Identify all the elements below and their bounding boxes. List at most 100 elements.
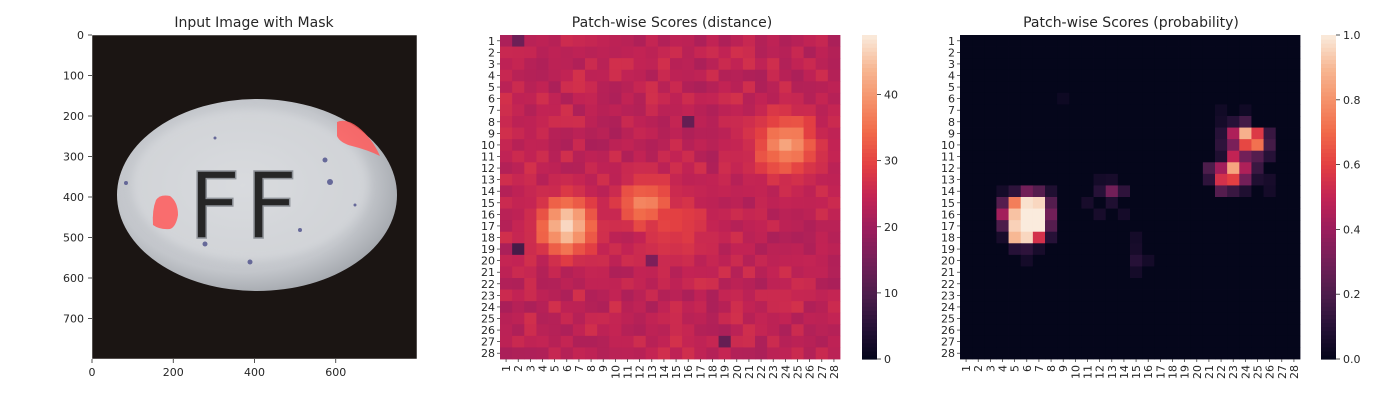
heatmap-cell xyxy=(1081,301,1094,314)
y-tick-label: 200 xyxy=(63,110,84,123)
colorbar-segment xyxy=(1321,233,1336,239)
heatmap-cell xyxy=(972,139,985,152)
heatmap-cell xyxy=(1130,301,1143,314)
heatmap-cell xyxy=(536,162,549,175)
heatmap-cell xyxy=(1057,58,1070,71)
heatmap-cell xyxy=(960,266,973,279)
colorbar-segment xyxy=(1321,160,1336,166)
x-tick-label: 200 xyxy=(163,366,184,379)
heatmap-cell xyxy=(755,243,768,256)
colorbar-segment xyxy=(1321,180,1336,186)
heatmap-cell xyxy=(572,127,586,140)
heatmap-cell xyxy=(1215,104,1228,117)
heatmap-cell xyxy=(645,301,659,314)
heatmap-cell xyxy=(512,289,525,302)
heatmap-cell xyxy=(597,254,610,267)
heatmap-cell xyxy=(1008,335,1022,348)
heatmap-cell xyxy=(657,116,671,128)
heatmap-cell xyxy=(500,139,513,152)
heatmap-cell xyxy=(694,208,707,221)
heatmap-cell xyxy=(597,116,610,128)
heatmap-cell xyxy=(791,92,804,105)
heatmap-cell xyxy=(536,116,549,128)
heatmap-cell xyxy=(1069,127,1082,140)
heatmap-cell xyxy=(1227,220,1240,233)
heatmap-cell xyxy=(1202,69,1216,82)
heatmap-cell xyxy=(827,81,841,94)
heatmap-cell xyxy=(718,301,732,314)
y-tick-label: 3 xyxy=(488,58,495,71)
heatmap-cell xyxy=(1045,243,1058,256)
heatmap-cell xyxy=(1190,254,1204,267)
heatmap-cell xyxy=(1202,335,1216,348)
heatmap-cell xyxy=(682,243,695,256)
heatmap-cell xyxy=(1215,301,1228,314)
heatmap-cell xyxy=(1190,127,1204,140)
heatmap-cell xyxy=(827,335,841,348)
heatmap-cell xyxy=(960,139,973,152)
heatmap-cell xyxy=(1190,81,1204,94)
colorbar-segment xyxy=(1321,350,1336,356)
heatmap-cell xyxy=(1154,278,1167,290)
heatmap-cell xyxy=(1081,104,1094,117)
heatmap-cell xyxy=(1178,139,1192,152)
heatmap-cell xyxy=(1020,324,1034,337)
heatmap-cell xyxy=(536,312,549,325)
heatmap-cell xyxy=(682,208,695,221)
heatmap-cell xyxy=(1166,197,1179,209)
colorbar-tick-label: 30 xyxy=(884,155,898,168)
heatmap-cell xyxy=(1239,81,1252,94)
heatmap-cell xyxy=(996,173,1009,186)
x-tick-label: 15 xyxy=(1130,365,1143,379)
y-tick-label: 21 xyxy=(481,266,495,279)
x-tick-label: 16 xyxy=(1142,365,1155,379)
heatmap-cell xyxy=(1166,58,1179,71)
heatmap-cell xyxy=(645,289,659,302)
y-tick-label: 10 xyxy=(481,139,495,152)
heatmap-cell xyxy=(718,324,732,337)
heatmap-cell xyxy=(1020,231,1034,244)
heatmap-cell xyxy=(803,69,817,82)
colorbar-segment xyxy=(862,55,877,60)
x-tick-label: 20 xyxy=(731,365,744,379)
heatmap-cell xyxy=(742,347,756,360)
heatmap-cell xyxy=(742,150,756,163)
heatmap-cell xyxy=(1166,185,1179,198)
heatmap-cell xyxy=(996,35,1009,47)
heatmap-cell xyxy=(670,278,683,290)
heatmap-cell xyxy=(1045,254,1058,267)
colorbar-segment xyxy=(1321,71,1336,77)
heatmap-cell xyxy=(1045,347,1058,360)
heatmap-cell xyxy=(1263,197,1277,209)
heatmap-cell xyxy=(500,69,513,82)
heatmap-cell xyxy=(1008,301,1022,314)
heatmap-cell xyxy=(585,92,598,105)
x-tick-label: 3 xyxy=(984,365,997,372)
colorbar-segment xyxy=(862,136,877,141)
colorbar-segment xyxy=(1321,342,1336,348)
colorbar-segment xyxy=(1321,273,1336,279)
heatmap-cell xyxy=(1202,92,1216,105)
heatmap-cell xyxy=(779,289,792,302)
colorbar-tick-label: 40 xyxy=(884,89,898,102)
heatmap-cell xyxy=(560,335,574,348)
heatmap-cell xyxy=(1287,46,1301,59)
colorbar-segment xyxy=(1321,237,1336,243)
heatmap-cell xyxy=(791,254,804,267)
y-tick-label: 3 xyxy=(948,58,955,71)
heatmap-cell xyxy=(827,139,841,152)
heatmap-cell xyxy=(1142,266,1155,279)
heatmap-cell xyxy=(572,243,586,256)
heatmap-cell xyxy=(1130,312,1143,325)
heatmap-cell xyxy=(1008,104,1022,117)
y-tick-label: 4 xyxy=(948,70,955,83)
heatmap-cell xyxy=(1178,58,1192,71)
heatmap-cell xyxy=(1105,35,1119,47)
heatmap-cell xyxy=(609,104,622,117)
heatmap-cell xyxy=(1251,104,1264,117)
heatmap-cell xyxy=(972,46,985,59)
heatmap-cell xyxy=(1117,46,1131,59)
heatmap-cell xyxy=(1251,116,1264,128)
heatmap-cell xyxy=(670,197,683,209)
heatmap-cell xyxy=(1263,347,1277,360)
